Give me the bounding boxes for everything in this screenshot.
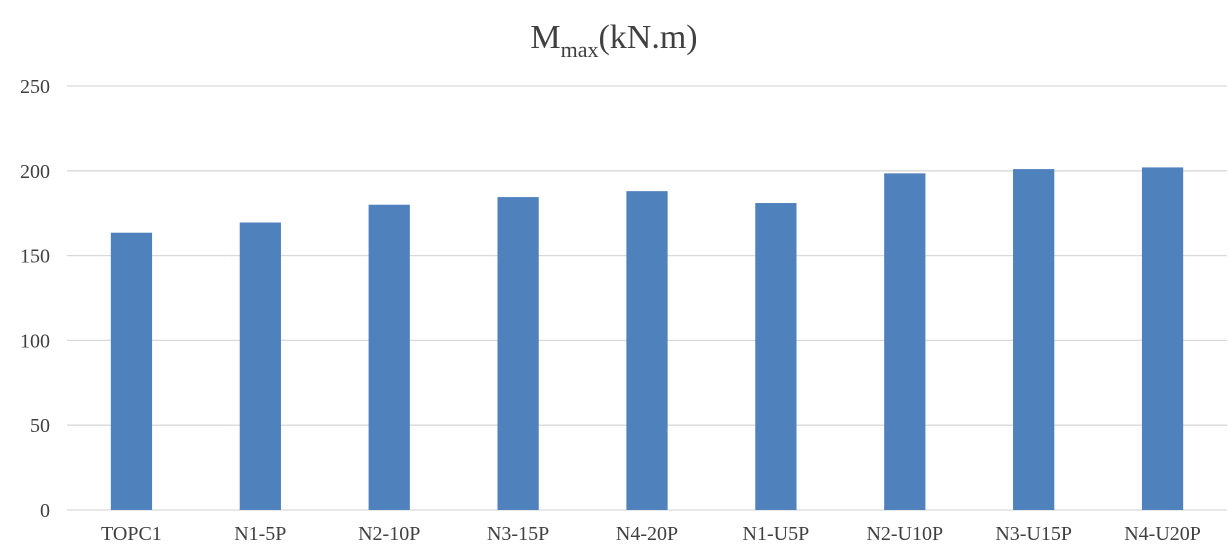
y-tick-label: 200 xyxy=(20,161,50,183)
x-tick-label: TOPC1 xyxy=(101,523,162,545)
chart-title-main: M xyxy=(530,19,560,56)
x-axis-ticks: TOPC1 N1-5P N2-10P N3-15P N4-20P N1-U5P N2-U10… xyxy=(101,523,1201,545)
bar-n1-5p xyxy=(239,222,281,510)
bar-n3-15p xyxy=(497,197,539,510)
x-tick-label: N3-15P xyxy=(487,523,549,545)
y-tick-label: 150 xyxy=(20,246,50,268)
y-tick-label: 250 xyxy=(20,76,50,98)
x-tick-label: N1-U5P xyxy=(743,523,810,545)
bar-n4-20p xyxy=(626,191,668,511)
bar-n2-10p xyxy=(368,204,410,510)
x-tick-label: N1-5P xyxy=(234,523,286,545)
chart-title: Mmax(kN.m) xyxy=(530,19,697,62)
bar-series xyxy=(110,167,1184,511)
x-tick-label: N2-U10P xyxy=(866,523,943,545)
bar-topc1 xyxy=(110,232,153,511)
y-tick-label: 50 xyxy=(30,415,50,437)
x-tick-label: N3-U15P xyxy=(995,523,1072,545)
chart-title-subscript: max xyxy=(561,37,599,62)
bar-n2-u10p xyxy=(884,173,926,510)
y-tick-label: 0 xyxy=(40,500,50,522)
chart-title-suffix: (kN.m) xyxy=(598,19,697,56)
bar-n4-u20p xyxy=(1141,167,1184,510)
x-tick-label: N4-20P xyxy=(616,523,678,545)
x-tick-label: N2-10P xyxy=(358,523,420,545)
y-tick-label: 100 xyxy=(20,330,50,352)
bar-n1-u5p xyxy=(755,203,797,511)
bar-n3-u15p xyxy=(1013,169,1055,510)
x-tick-label: N4-U20P xyxy=(1124,523,1201,545)
y-axis-ticks: 0 50 100 150 200 250 xyxy=(20,76,50,522)
